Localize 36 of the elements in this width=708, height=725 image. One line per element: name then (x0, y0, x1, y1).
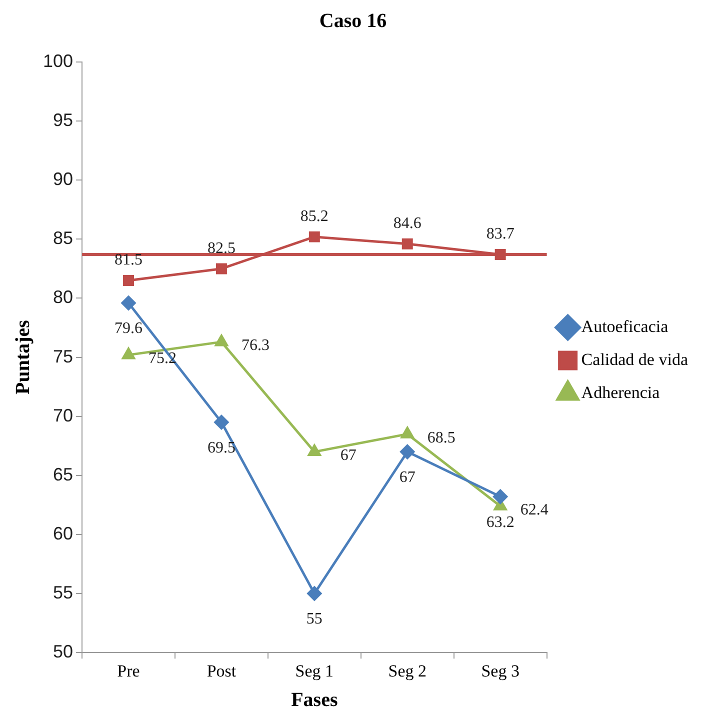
data-label: 79.6 (114, 320, 143, 338)
legend-label: Autoeficacia (581, 316, 669, 336)
y-axis-title: Puntajes (12, 320, 34, 395)
data-label: 68.5 (427, 429, 456, 446)
y-tick-label: 95 (53, 110, 74, 130)
y-tick-label: 60 (53, 523, 74, 544)
data-label: 85.2 (300, 208, 328, 226)
y-tick-label: 55 (53, 582, 74, 603)
data-label: 63.2 (486, 514, 514, 531)
chart-title: Caso 16 (319, 10, 387, 32)
data-label: 55 (306, 610, 322, 628)
y-tick-label: 65 (53, 464, 74, 484)
data-label: 82.5 (207, 240, 236, 257)
legend-label: Adherencia (581, 382, 660, 402)
y-tick-label: 100 (42, 50, 74, 71)
data-label: 62.4 (520, 501, 548, 518)
x-tick-label: Seg 3 (481, 661, 520, 680)
y-tick-label: 75 (53, 346, 74, 366)
y-tick-label: 50 (53, 642, 74, 662)
legend-label: Calidad de vida (581, 350, 688, 369)
y-tick-label: 90 (53, 169, 74, 190)
data-label: 67 (340, 447, 356, 464)
y-tick-label: 85 (53, 228, 74, 248)
x-tick-label: Pre (117, 661, 140, 680)
data-label: 84.6 (393, 215, 422, 232)
data-label: 69.5 (207, 439, 236, 456)
data-label: 81.5 (114, 252, 143, 269)
x-tick-label: Post (206, 661, 236, 680)
data-label: 67 (399, 469, 416, 486)
x-tick-label: Seg 2 (388, 661, 426, 680)
data-label: 76.3 (241, 337, 270, 354)
y-tick-label: 80 (53, 287, 74, 308)
data-label: 83.7 (486, 226, 514, 243)
x-tick-label: Seg 1 (295, 661, 334, 680)
x-axis-title: Fases (291, 689, 338, 712)
y-tick-label: 70 (53, 405, 74, 426)
